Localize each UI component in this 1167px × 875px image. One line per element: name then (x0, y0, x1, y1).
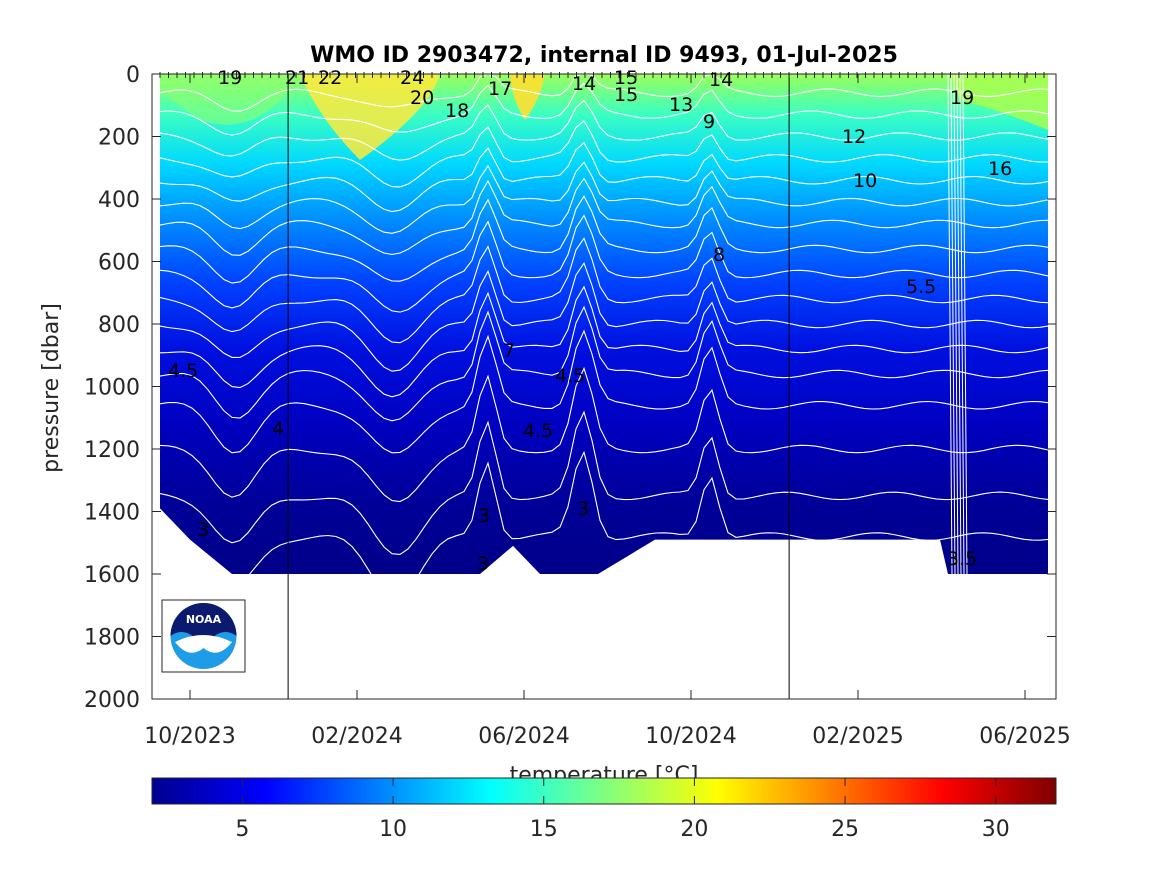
contour-label: 17 (488, 78, 512, 100)
vertical-date-lines (287, 74, 790, 699)
y-tick-label: 400 (98, 188, 140, 213)
contour-line (959, 74, 965, 574)
colorbar-ticks: 5 10 15 20 25 30 (235, 778, 1010, 842)
noaa-logo: NOAA (161, 599, 246, 673)
contour-label: 13 (669, 94, 693, 116)
contour-line (160, 99, 1048, 161)
contour-label: 4.5 (555, 365, 585, 387)
y-tick-label: 1000 (84, 376, 140, 401)
contour-line (160, 161, 1048, 234)
y-tick-label: 2000 (84, 688, 140, 713)
contour-line (160, 214, 1048, 313)
y-tick-label: 1200 (84, 438, 140, 463)
contour-label: 22 (318, 67, 342, 89)
contour-line (160, 329, 1048, 454)
contour-label: 24 (400, 67, 424, 89)
y-tick-label: 200 (98, 126, 140, 151)
contour-label: 18 (445, 100, 469, 122)
y-tick-label: 800 (98, 313, 140, 338)
contour-label: 3 (577, 498, 589, 520)
x-tick-label: 02/2025 (812, 724, 903, 749)
warm-patch (300, 74, 440, 160)
svg-text:NOAA: NOAA (186, 613, 222, 626)
contour-label: 21 (285, 67, 309, 89)
contour-line (160, 177, 1048, 256)
warm-patch (950, 74, 1048, 130)
warm-patch (160, 74, 300, 125)
contour-line (160, 237, 1048, 344)
colorbar-tick-label: 25 (831, 817, 859, 842)
y-tick-label: 1400 (84, 501, 140, 526)
contour-label: 4 (272, 418, 284, 440)
contour-label: 9 (703, 111, 715, 133)
colorbar (151, 777, 1057, 805)
contour-label: 10 (853, 170, 877, 192)
contour-label: 3.5 (947, 548, 977, 570)
contour-label: 14 (709, 69, 733, 91)
x-tick-label: 06/2024 (478, 724, 569, 749)
contour-line (160, 285, 1048, 398)
contour-line (160, 305, 1048, 422)
colorbar-tick-label: 20 (680, 817, 708, 842)
contour-line (953, 74, 959, 574)
contour-line (947, 74, 953, 574)
contour-line (160, 195, 1048, 284)
contour-line (956, 74, 962, 574)
contour-label: 14 (572, 73, 596, 95)
contour-label: 19 (950, 87, 974, 109)
contour-line (160, 120, 1048, 188)
contour-label: 4.5 (523, 420, 553, 442)
contour-label: 3 (197, 519, 209, 541)
temperature-field (160, 74, 1048, 574)
contour-line (160, 141, 1048, 213)
colorbar-tick-label: 5 (235, 817, 249, 842)
contour-label: 20 (410, 87, 434, 109)
contour-label: 19 (218, 67, 242, 89)
contour-label: 8 (713, 244, 725, 266)
y-axis: 0 200 400 600 800 1000 1200 1400 1600 1800 2000 (84, 63, 1056, 713)
x-tick-label: 06/2025 (979, 724, 1070, 749)
x-tick-label: 02/2024 (311, 724, 402, 749)
top-ticks (159, 72, 1045, 78)
contour-label: 7 (503, 340, 515, 362)
y-tick-label: 1600 (84, 563, 140, 588)
contour-line (160, 74, 1048, 112)
colorbar-tick-label: 30 (982, 817, 1010, 842)
contour-label: 5.5 (906, 276, 936, 298)
y-axis-title: pressure [dbar] (39, 303, 64, 473)
contour-label: 12 (842, 126, 866, 148)
contour-label: 15 (614, 84, 638, 106)
contour-label: 3 (477, 553, 489, 575)
x-tick-label: 10/2024 (645, 724, 736, 749)
x-tick-label: 10/2023 (144, 724, 235, 749)
contour-line (160, 82, 1048, 136)
x-axis: 10/2023 02/2024 06/2024 10/2024 02/2025 06/20… (144, 74, 1071, 749)
contour-label: 15 (614, 67, 638, 89)
contour-line (160, 261, 1048, 372)
y-tick-label: 0 (126, 63, 140, 88)
contour-label: 16 (988, 158, 1012, 180)
contour-line (950, 74, 956, 574)
contour-line (962, 74, 968, 574)
contour-line (160, 450, 1048, 574)
y-tick-label: 1800 (84, 626, 140, 651)
contour-label: 4.5 (168, 360, 198, 382)
y-tick-label: 600 (98, 251, 140, 276)
contour-line (160, 366, 1048, 503)
contour-line (160, 410, 1048, 555)
chart-title: WMO ID 2903472, internal ID 9493, 01-Jul… (310, 43, 898, 68)
warm-patch (510, 74, 545, 120)
heatmap-field (160, 74, 1048, 574)
contour-label: 3 (478, 505, 490, 527)
colorbar-tick-label: 15 (530, 817, 558, 842)
colorbar-tick-label: 10 (379, 817, 407, 842)
